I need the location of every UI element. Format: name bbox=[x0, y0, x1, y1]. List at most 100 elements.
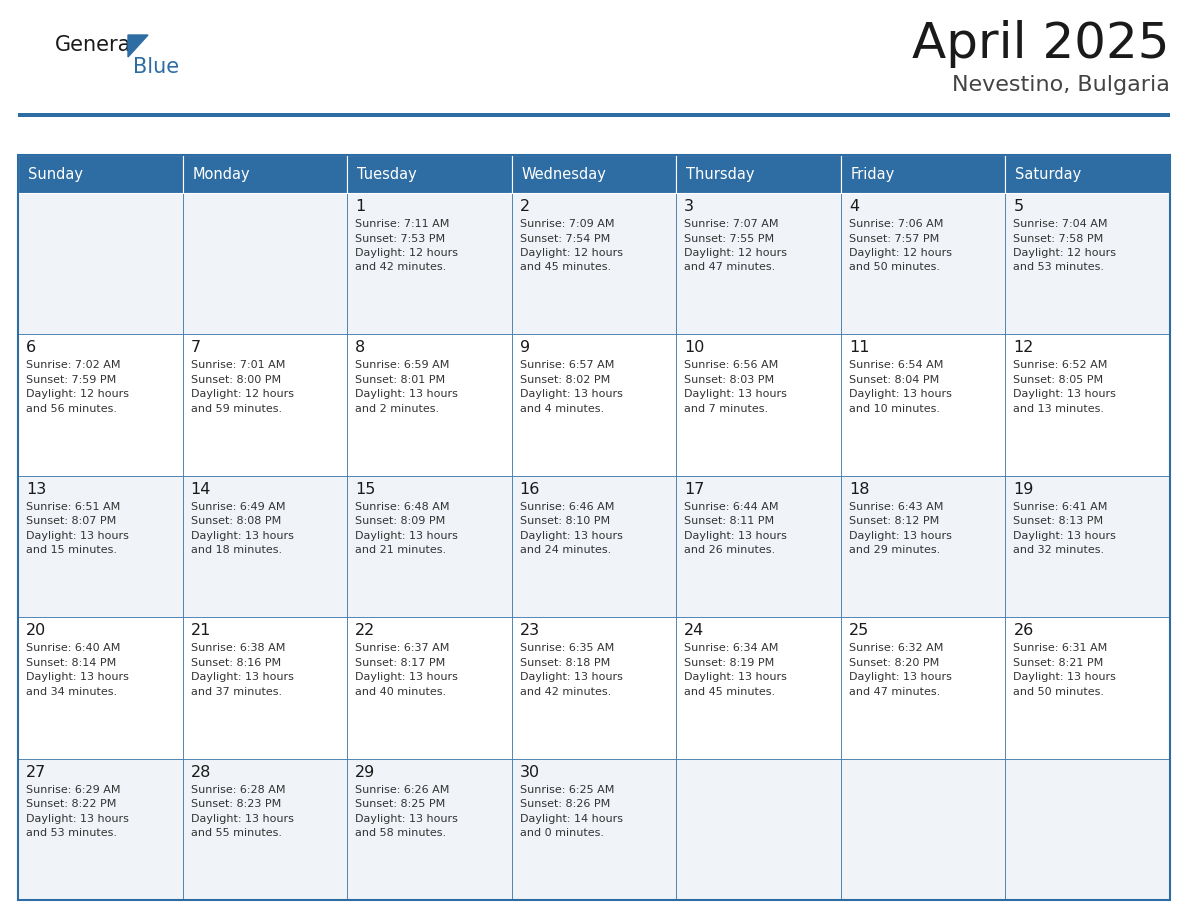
Text: and 42 minutes.: and 42 minutes. bbox=[355, 263, 447, 273]
Text: Sunrise: 7:01 AM: Sunrise: 7:01 AM bbox=[190, 361, 285, 370]
Text: Sunset: 8:01 PM: Sunset: 8:01 PM bbox=[355, 375, 446, 385]
Bar bbox=[183, 758, 347, 900]
Text: Daylight: 13 hours: Daylight: 13 hours bbox=[1013, 531, 1117, 541]
Text: 21: 21 bbox=[190, 623, 211, 638]
Text: and 21 minutes.: and 21 minutes. bbox=[355, 545, 447, 555]
Text: Sunrise: 7:04 AM: Sunrise: 7:04 AM bbox=[1013, 219, 1108, 229]
Text: and 15 minutes.: and 15 minutes. bbox=[26, 545, 116, 555]
Text: Sunset: 8:21 PM: Sunset: 8:21 PM bbox=[1013, 657, 1104, 667]
Bar bbox=[841, 758, 1005, 900]
Text: April 2025: April 2025 bbox=[912, 20, 1170, 68]
Text: Thursday: Thursday bbox=[687, 166, 754, 182]
Text: Sunrise: 6:48 AM: Sunrise: 6:48 AM bbox=[355, 502, 449, 512]
Bar bbox=[512, 617, 676, 758]
Text: Tuesday: Tuesday bbox=[358, 166, 417, 182]
Text: Sunrise: 6:29 AM: Sunrise: 6:29 AM bbox=[26, 785, 120, 795]
Text: Sunrise: 6:31 AM: Sunrise: 6:31 AM bbox=[1013, 644, 1107, 654]
Text: 6: 6 bbox=[26, 341, 36, 355]
Text: 20: 20 bbox=[26, 623, 46, 638]
Polygon shape bbox=[128, 35, 148, 57]
Text: Nevestino, Bulgaria: Nevestino, Bulgaria bbox=[952, 75, 1170, 95]
Text: Sunset: 8:14 PM: Sunset: 8:14 PM bbox=[26, 657, 116, 667]
Bar bbox=[183, 476, 347, 617]
Text: and 34 minutes.: and 34 minutes. bbox=[26, 687, 118, 697]
Text: Sunset: 7:59 PM: Sunset: 7:59 PM bbox=[26, 375, 116, 385]
Text: Sunset: 8:00 PM: Sunset: 8:00 PM bbox=[190, 375, 280, 385]
Text: Daylight: 13 hours: Daylight: 13 hours bbox=[26, 672, 128, 682]
Text: Blue: Blue bbox=[133, 57, 179, 77]
Text: 3: 3 bbox=[684, 199, 694, 214]
Text: Daylight: 13 hours: Daylight: 13 hours bbox=[190, 531, 293, 541]
Text: Sunset: 8:25 PM: Sunset: 8:25 PM bbox=[355, 799, 446, 809]
Text: 5: 5 bbox=[1013, 199, 1024, 214]
Bar bbox=[347, 155, 512, 193]
Text: Sunset: 8:18 PM: Sunset: 8:18 PM bbox=[519, 657, 609, 667]
Text: Sunrise: 6:54 AM: Sunrise: 6:54 AM bbox=[849, 361, 943, 370]
Bar bbox=[676, 155, 841, 193]
Text: Sunrise: 6:40 AM: Sunrise: 6:40 AM bbox=[26, 644, 120, 654]
Bar bbox=[183, 617, 347, 758]
Text: Sunset: 8:12 PM: Sunset: 8:12 PM bbox=[849, 516, 939, 526]
Bar bbox=[841, 193, 1005, 334]
Text: 10: 10 bbox=[684, 341, 704, 355]
Text: Friday: Friday bbox=[851, 166, 895, 182]
Text: Sunrise: 7:11 AM: Sunrise: 7:11 AM bbox=[355, 219, 449, 229]
Text: and 50 minutes.: and 50 minutes. bbox=[849, 263, 940, 273]
Text: and 50 minutes.: and 50 minutes. bbox=[1013, 687, 1105, 697]
Text: Sunrise: 6:43 AM: Sunrise: 6:43 AM bbox=[849, 502, 943, 512]
Text: Sunday: Sunday bbox=[29, 166, 83, 182]
Text: 4: 4 bbox=[849, 199, 859, 214]
Bar bbox=[18, 334, 183, 476]
Text: Sunrise: 6:38 AM: Sunrise: 6:38 AM bbox=[190, 644, 285, 654]
Text: Daylight: 12 hours: Daylight: 12 hours bbox=[1013, 248, 1117, 258]
Text: Sunset: 8:22 PM: Sunset: 8:22 PM bbox=[26, 799, 116, 809]
Bar bbox=[512, 758, 676, 900]
Text: 2: 2 bbox=[519, 199, 530, 214]
Bar bbox=[1005, 758, 1170, 900]
Text: 9: 9 bbox=[519, 341, 530, 355]
Text: 1: 1 bbox=[355, 199, 366, 214]
Text: and 26 minutes.: and 26 minutes. bbox=[684, 545, 776, 555]
Text: Sunrise: 6:34 AM: Sunrise: 6:34 AM bbox=[684, 644, 778, 654]
Text: Sunset: 8:23 PM: Sunset: 8:23 PM bbox=[190, 799, 280, 809]
Bar bbox=[347, 617, 512, 758]
Text: Sunset: 7:55 PM: Sunset: 7:55 PM bbox=[684, 233, 775, 243]
Bar bbox=[347, 476, 512, 617]
Text: and 58 minutes.: and 58 minutes. bbox=[355, 828, 447, 838]
Bar bbox=[1005, 334, 1170, 476]
Text: Sunset: 8:10 PM: Sunset: 8:10 PM bbox=[519, 516, 609, 526]
Text: 15: 15 bbox=[355, 482, 375, 497]
Text: and 47 minutes.: and 47 minutes. bbox=[849, 687, 940, 697]
Text: and 0 minutes.: and 0 minutes. bbox=[519, 828, 604, 838]
Text: Sunrise: 6:56 AM: Sunrise: 6:56 AM bbox=[684, 361, 778, 370]
Bar bbox=[18, 113, 1170, 117]
Text: Daylight: 13 hours: Daylight: 13 hours bbox=[519, 672, 623, 682]
Text: Sunset: 8:08 PM: Sunset: 8:08 PM bbox=[190, 516, 280, 526]
Bar bbox=[18, 155, 1170, 900]
Text: Daylight: 13 hours: Daylight: 13 hours bbox=[519, 389, 623, 399]
Text: Sunset: 7:57 PM: Sunset: 7:57 PM bbox=[849, 233, 939, 243]
Text: 30: 30 bbox=[519, 765, 539, 779]
Bar bbox=[347, 758, 512, 900]
Text: 8: 8 bbox=[355, 341, 366, 355]
Text: and 42 minutes.: and 42 minutes. bbox=[519, 687, 611, 697]
Text: 7: 7 bbox=[190, 341, 201, 355]
Bar bbox=[676, 476, 841, 617]
Text: Daylight: 13 hours: Daylight: 13 hours bbox=[355, 389, 459, 399]
Text: and 40 minutes.: and 40 minutes. bbox=[355, 687, 447, 697]
Text: 24: 24 bbox=[684, 623, 704, 638]
Text: and 32 minutes.: and 32 minutes. bbox=[1013, 545, 1105, 555]
Text: Sunrise: 6:28 AM: Sunrise: 6:28 AM bbox=[190, 785, 285, 795]
Text: and 24 minutes.: and 24 minutes. bbox=[519, 545, 611, 555]
Text: Daylight: 13 hours: Daylight: 13 hours bbox=[684, 389, 788, 399]
Text: Sunset: 8:05 PM: Sunset: 8:05 PM bbox=[1013, 375, 1104, 385]
Text: Daylight: 13 hours: Daylight: 13 hours bbox=[519, 531, 623, 541]
Text: Sunrise: 6:26 AM: Sunrise: 6:26 AM bbox=[355, 785, 449, 795]
Text: 26: 26 bbox=[1013, 623, 1034, 638]
Text: Daylight: 14 hours: Daylight: 14 hours bbox=[519, 813, 623, 823]
Text: Sunset: 8:09 PM: Sunset: 8:09 PM bbox=[355, 516, 446, 526]
Bar bbox=[18, 758, 183, 900]
Text: Daylight: 13 hours: Daylight: 13 hours bbox=[1013, 389, 1117, 399]
Text: Sunset: 8:16 PM: Sunset: 8:16 PM bbox=[190, 657, 280, 667]
Text: Daylight: 13 hours: Daylight: 13 hours bbox=[684, 672, 788, 682]
